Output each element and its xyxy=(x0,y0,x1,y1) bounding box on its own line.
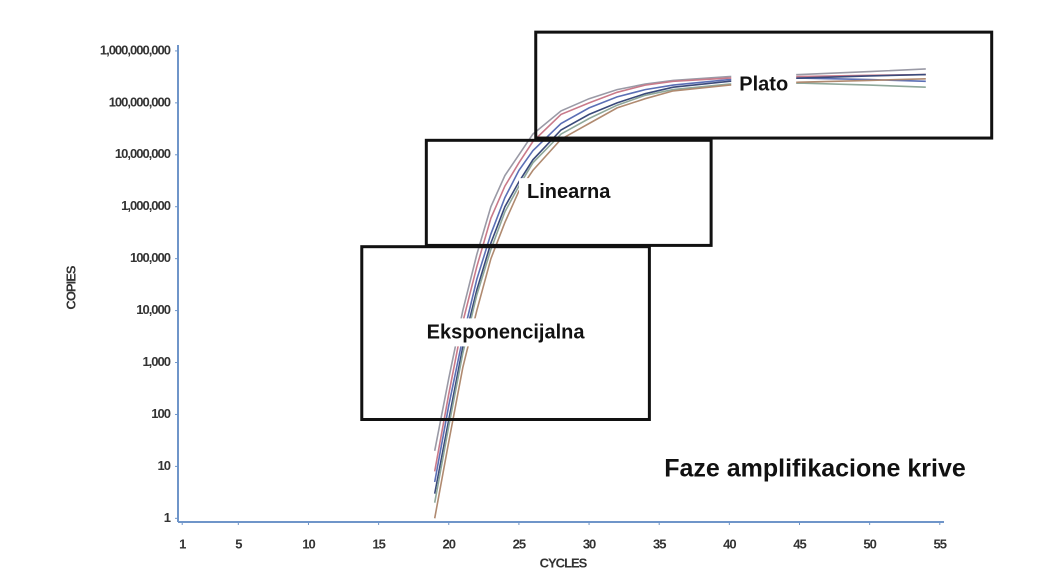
x-tick-label: 1 xyxy=(179,536,186,551)
x-tick-label: 40 xyxy=(723,536,736,551)
y-tick-label: 100 xyxy=(151,406,170,421)
y-tick-label: 10,000 xyxy=(136,302,171,317)
x-tick-label: 35 xyxy=(653,536,666,551)
x-tick-label: 50 xyxy=(863,536,876,551)
x-tick-label: 45 xyxy=(793,536,806,551)
phase-box xyxy=(534,30,994,140)
y-tick-label: 1,000 xyxy=(142,354,170,369)
chart-title: Faze amplifikacione krive xyxy=(664,455,966,483)
x-tick-label: 20 xyxy=(443,536,456,551)
y-tick-label: 1 xyxy=(164,510,171,525)
phase-label-bg xyxy=(519,178,620,207)
x-tick-label: 5 xyxy=(235,536,242,551)
x-tick-label: 30 xyxy=(583,536,596,551)
y-tick-label: 100,000,000 xyxy=(109,94,171,109)
y-tick-label: 100,000 xyxy=(130,250,171,265)
phase-box xyxy=(360,245,651,421)
y-tick-label: 10 xyxy=(158,458,171,473)
phase-label-bg xyxy=(731,70,797,99)
x-tick-label: 25 xyxy=(513,536,526,551)
phase-label: Linearna xyxy=(527,181,611,203)
y-tick-label: 10,000,000 xyxy=(115,146,171,161)
x-tick-label: 55 xyxy=(934,536,947,551)
phase-label-bg xyxy=(418,318,594,347)
x-tick-label: 15 xyxy=(372,536,385,551)
phase-label: Eksponencijalna xyxy=(427,321,586,343)
y-tick-label: 1,000,000,000 xyxy=(100,42,171,57)
y-tick-label: 1,000,000 xyxy=(121,198,171,213)
x-axis-label: CYCLES xyxy=(540,555,588,570)
y-axis-label: COPIES xyxy=(63,265,78,309)
x-tick-label: 10 xyxy=(302,536,315,551)
phase-label: Plato xyxy=(739,73,788,95)
